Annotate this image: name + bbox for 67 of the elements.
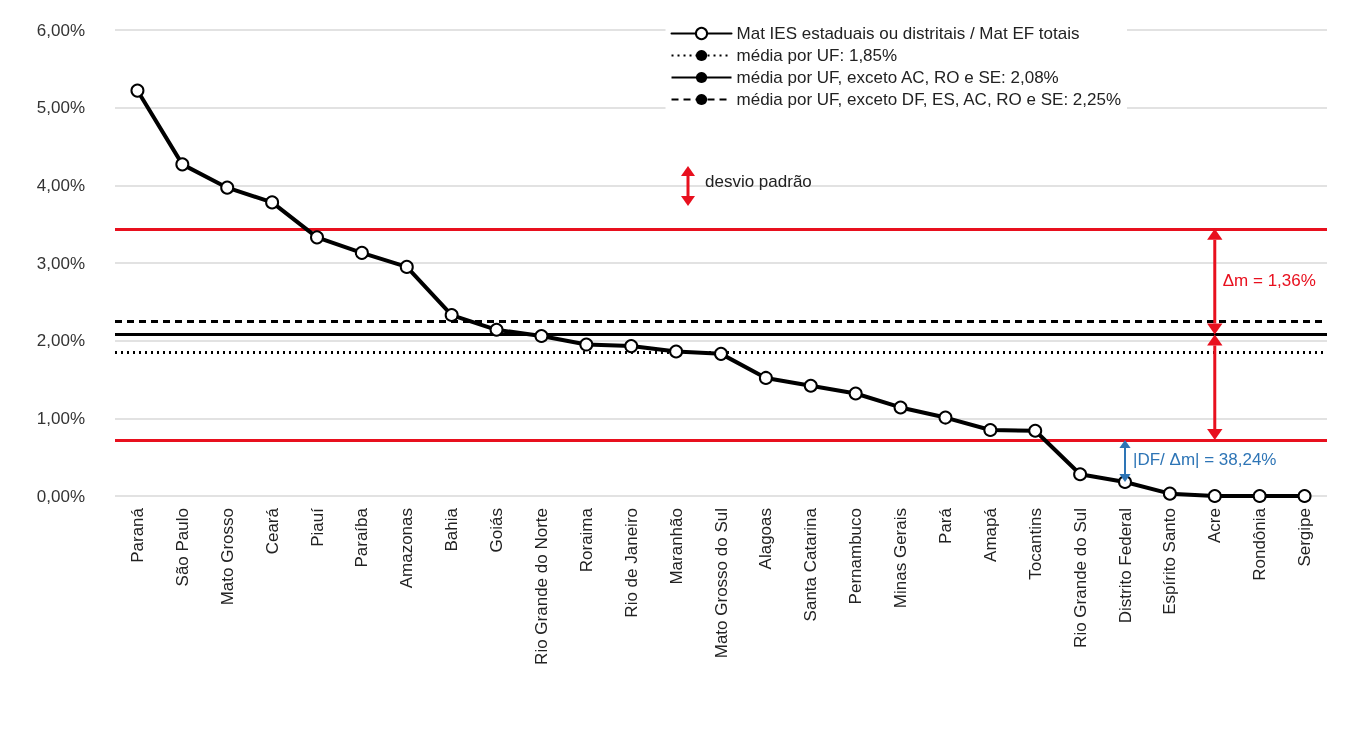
point [175,157,190,172]
annotation: desvio padrão [705,172,812,192]
x-tick-label: Goiás [487,508,507,553]
point [1297,489,1312,503]
point [220,180,235,195]
point [1252,489,1267,503]
legend-label: média por UF, exceto DF, ES, AC, RO e SE: 2,25% [736,90,1122,109]
x-tick-label: Tocantins [1025,508,1045,580]
x-tick-label: Mato Grosso [217,508,237,606]
point [489,322,504,337]
point [803,378,818,393]
x-tick-label: Rio de Janeiro [621,508,641,618]
annotation: Δm = 1,36% [1222,270,1316,291]
y-tick-label: 2,00% [36,331,85,351]
x-tick-label: Mato Grosso do Sul [711,508,731,659]
point [1162,486,1177,501]
point [1207,489,1222,503]
y-tick-label: 5,00% [36,98,85,118]
legend-label: média por UF: 1,85% [736,46,898,65]
y-tick-label: 1,00% [36,408,85,428]
point [265,195,280,210]
x-tick-label: Amazonas [397,508,417,589]
x-tick-label: Amapá [980,507,1000,562]
point [938,410,953,425]
x-tick-label: Piauí [307,507,327,547]
x-tick-label: Paraná [127,507,147,563]
point [848,386,863,401]
x-tick-label: Rio Grande do Sul [1070,508,1090,648]
x-tick-label: Santa Catarina [801,507,821,622]
x-tick-label: Roraima [576,507,596,573]
annotation: |DF/ Δm| = 38,24% [1133,450,1277,471]
point [624,339,639,354]
x-tick-label: Pernambuco [846,508,866,605]
x-tick-label: Alagoas [756,508,776,570]
y-tick-label: 0,00% [36,486,85,506]
point [399,259,414,274]
x-tick-label: Espírito Santo [1160,508,1180,615]
point [130,83,145,98]
point [714,346,728,361]
y-tick-label: 3,00% [36,253,85,273]
y-tick-label: 4,00% [36,175,85,195]
legend-label: Mat IES estaduais ou distritais / Mat EF totais [736,24,1080,43]
point [669,344,684,359]
x-tick-label: Rondônia [1250,507,1270,581]
point [354,245,369,260]
point [983,422,998,437]
x-tick-label: Paraíba [352,507,372,568]
x-tick-label: Acre [1205,508,1225,543]
point [534,329,549,343]
point [893,400,908,415]
point [579,337,594,352]
point [444,308,459,323]
point [310,230,324,245]
x-tick-label: Pará [935,507,955,544]
x-tick-label: Minas Gerais [891,508,911,609]
x-tick-label: Maranhão [666,508,686,585]
x-tick-label: Sergipe [1295,508,1315,567]
x-tick-label: Rio Grande do Norte [531,508,551,665]
x-tick-label: São Paulo [172,508,192,587]
x-tick-label: Ceará [262,507,282,555]
point [1073,467,1088,482]
point [758,370,773,385]
x-tick-label: Distrito Federal [1115,508,1135,624]
legend-label: média por UF, exceto AC, RO e SE: 2,08% [736,68,1059,87]
x-tick-label: Bahia [442,507,462,552]
point [1028,423,1043,438]
y-tick-label: 6,00% [36,20,85,40]
